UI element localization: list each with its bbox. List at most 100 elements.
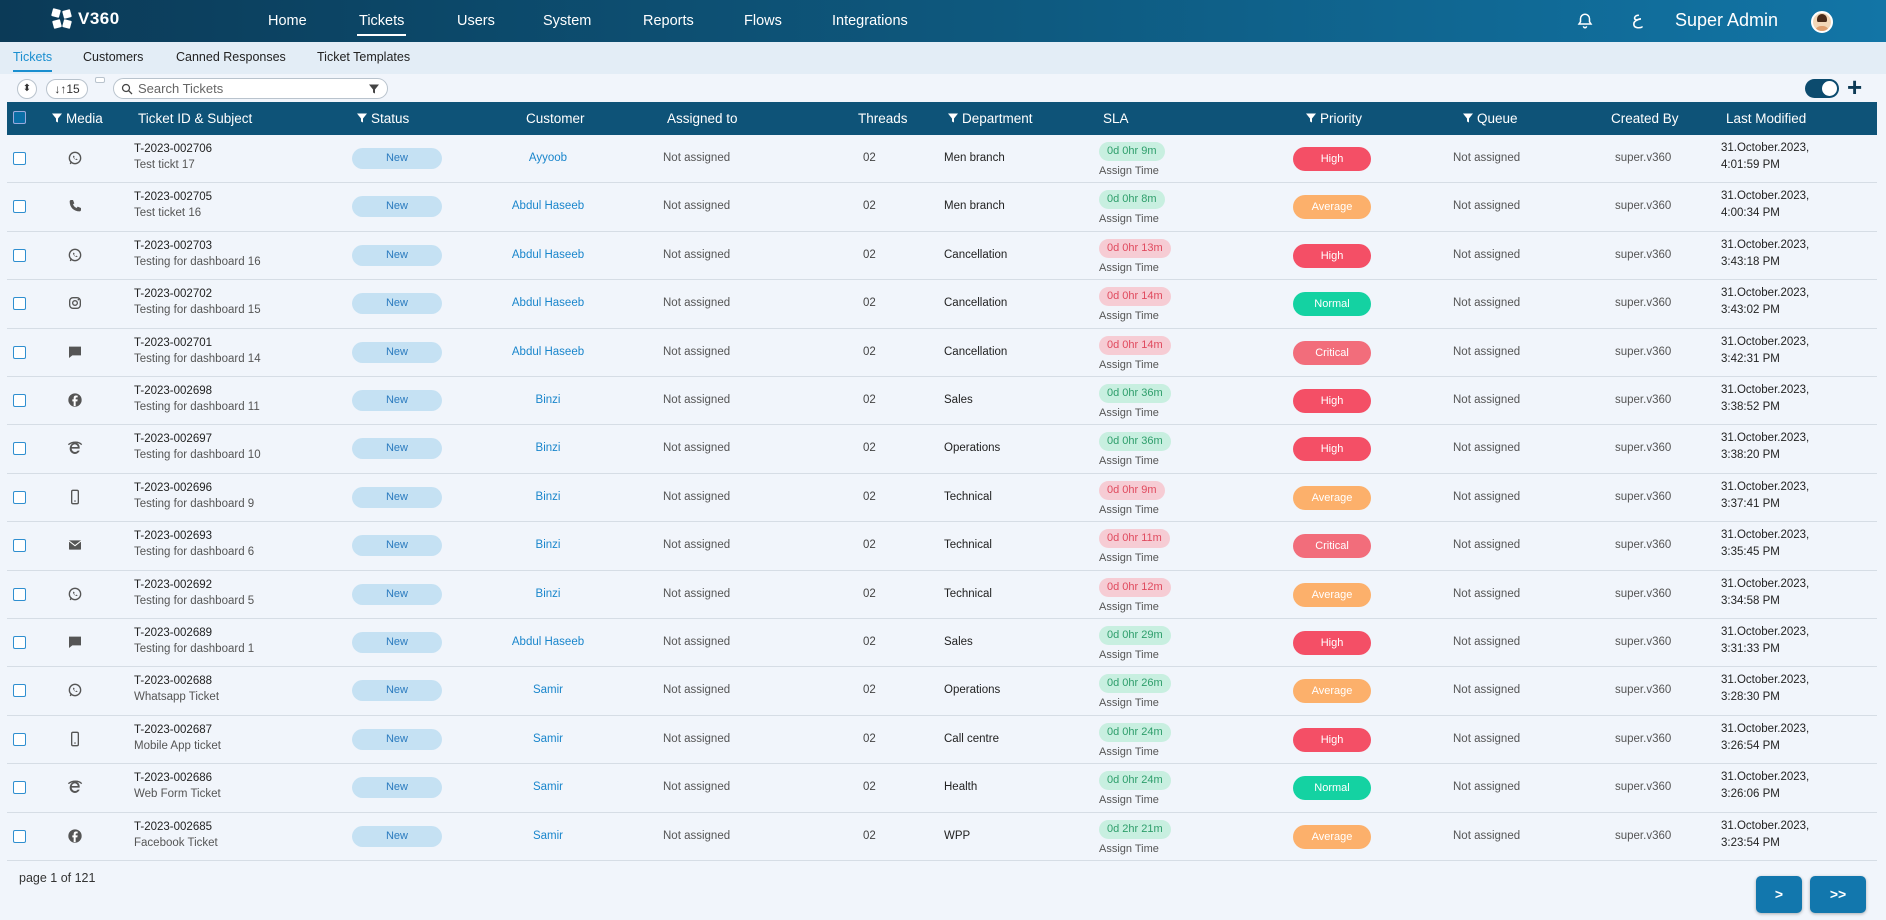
last-page-button[interactable]: >>: [1810, 876, 1866, 913]
language-switch[interactable]: ع: [1632, 8, 1643, 28]
table-row[interactable]: T-2023-002692 Testing for dashboard 5 New B…: [7, 571, 1877, 619]
customer-link[interactable]: Samir: [532, 781, 564, 794]
row-checkbox[interactable]: [13, 732, 26, 746]
avatar[interactable]: [1811, 11, 1833, 33]
tab-ticket-templates[interactable]: Ticket Templates: [317, 50, 411, 64]
row-checkbox[interactable]: [13, 345, 26, 359]
row-checkbox[interactable]: [13, 539, 26, 553]
col-priority[interactable]: Priority: [1305, 111, 1362, 126]
table-row[interactable]: T-2023-002697 Testing for dashboard 10 New…: [7, 425, 1877, 474]
row-checkbox[interactable]: [13, 829, 26, 843]
table-row[interactable]: T-2023-002705 Test ticket 16 New Abdul Hase…: [7, 183, 1877, 232]
next-page-button[interactable]: >: [1756, 876, 1802, 913]
bell-icon[interactable]: [1576, 12, 1594, 30]
col-media[interactable]: Media: [51, 111, 103, 126]
select-all-checkbox[interactable]: [13, 111, 26, 124]
customer-link[interactable]: Abdul Haseeb: [511, 345, 585, 358]
row-checkbox[interactable]: [13, 636, 26, 649]
table-row[interactable]: T-2023-002688 Whatsapp Ticket New Samir Not …: [7, 667, 1877, 716]
search-input[interactable]: [138, 80, 358, 97]
row-checkbox[interactable]: [13, 490, 26, 504]
col-queue[interactable]: Queue: [1462, 111, 1518, 126]
table-row[interactable]: T-2023-002703 Testing for dashboard 16 New…: [7, 232, 1877, 281]
table-row[interactable]: T-2023-002686 Web Form Ticket New Samir Not …: [7, 764, 1877, 813]
ticket-id[interactable]: T-2023-002706: [134, 143, 213, 155]
ticket-id[interactable]: T-2023-002686: [134, 772, 213, 785]
table-row[interactable]: T-2023-002689 Testing for dashboard 1 New A…: [7, 619, 1877, 668]
ticket-id[interactable]: T-2023-002688: [134, 675, 213, 688]
table-row[interactable]: T-2023-002701 Testing for dashboard 14 New…: [7, 329, 1877, 377]
customer-link[interactable]: Binzi: [535, 442, 561, 455]
customer-link[interactable]: Binzi: [535, 394, 561, 406]
customer-link[interactable]: Binzi: [535, 490, 561, 503]
table-row[interactable]: T-2023-002696 Testing for dashboard 9 New B…: [7, 474, 1877, 523]
ticket-id[interactable]: T-2023-002696: [134, 481, 213, 494]
page-size-button[interactable]: ↓↑15: [46, 79, 88, 99]
col-customer[interactable]: Customer: [526, 111, 585, 126]
col-threads[interactable]: Threads: [858, 111, 908, 126]
col-sla[interactable]: SLA: [1103, 111, 1129, 126]
customer-link[interactable]: Samir: [532, 829, 564, 842]
customer-link[interactable]: Abdul Haseeb: [511, 248, 585, 261]
customer-link[interactable]: Abdul Haseeb: [511, 297, 585, 310]
row-checkbox[interactable]: [13, 394, 26, 407]
ticket-id[interactable]: T-2023-002689: [134, 627, 213, 639]
ticket-id[interactable]: T-2023-002697: [134, 433, 213, 446]
filter-icon[interactable]: [368, 83, 380, 95]
row-checkbox[interactable]: [13, 684, 26, 698]
table-row[interactable]: T-2023-002702 Testing for dashboard 15 New…: [7, 280, 1877, 329]
customer-link[interactable]: Samir: [532, 684, 564, 697]
ticket-id[interactable]: T-2023-002693: [134, 530, 213, 543]
col-ticket[interactable]: Ticket ID & Subject: [138, 111, 253, 126]
tab-canned-responses[interactable]: Canned Responses: [176, 50, 286, 64]
add-ticket-button[interactable]: +: [1847, 72, 1863, 102]
nav-tickets[interactable]: Tickets: [356, 0, 407, 42]
col-department[interactable]: Department: [947, 111, 1033, 126]
nav-home[interactable]: Home: [268, 13, 307, 29]
ticket-id[interactable]: T-2023-002702: [134, 288, 213, 301]
column-toggle-button[interactable]: [95, 77, 105, 83]
tab-customers[interactable]: Customers: [83, 50, 144, 64]
col-assigned[interactable]: Assigned to: [667, 111, 738, 126]
user-name[interactable]: Super Admin: [1675, 10, 1779, 30]
row-checkbox[interactable]: [13, 442, 26, 456]
table-row[interactable]: T-2023-002693 Testing for dashboard 6 New B…: [7, 522, 1877, 571]
tab-tickets[interactable]: Tickets: [13, 50, 53, 72]
col-created-by[interactable]: Created By: [1611, 111, 1679, 126]
nav-users[interactable]: Users: [457, 13, 495, 29]
ticket-id[interactable]: T-2023-002703: [134, 239, 213, 252]
row-checkbox[interactable]: [13, 152, 26, 165]
ticket-id[interactable]: T-2023-002705: [134, 191, 213, 204]
col-status[interactable]: Status: [356, 111, 409, 126]
table-row[interactable]: T-2023-002687 Mobile App ticket New Samir No…: [7, 716, 1877, 765]
view-toggle[interactable]: [1805, 79, 1839, 98]
customer-link[interactable]: Ayyoob: [528, 152, 568, 164]
sort-button[interactable]: ⬍: [17, 79, 37, 99]
nav-flows[interactable]: Flows: [744, 13, 782, 29]
ticket-id[interactable]: T-2023-002698: [134, 385, 213, 397]
nav-system[interactable]: System: [543, 13, 592, 29]
table-row[interactable]: T-2023-002698 Testing for dashboard 11 New…: [7, 377, 1877, 426]
row-checkbox[interactable]: [13, 200, 26, 214]
table-row[interactable]: T-2023-002706 Test tickt 17 New Ayyoob Not a…: [7, 135, 1877, 184]
customer-link[interactable]: Abdul Haseeb: [511, 200, 585, 213]
customer-link[interactable]: Abdul Haseeb: [511, 636, 585, 648]
customer-link[interactable]: Binzi: [535, 587, 561, 600]
department: Cancellation: [944, 345, 1008, 358]
instagram-icon: [69, 297, 81, 310]
col-last-modified[interactable]: Last Modified: [1726, 111, 1807, 126]
app-logo[interactable]: V360: [51, 8, 120, 29]
customer-link[interactable]: Samir: [532, 732, 564, 745]
row-checkbox[interactable]: [13, 587, 26, 601]
row-checkbox[interactable]: [13, 248, 26, 262]
ticket-id[interactable]: T-2023-002692: [134, 578, 213, 591]
ticket-id[interactable]: T-2023-002687: [134, 723, 213, 736]
ticket-id[interactable]: T-2023-002685: [134, 820, 213, 833]
customer-link[interactable]: Binzi: [535, 539, 561, 552]
row-checkbox[interactable]: [13, 297, 26, 311]
ticket-id[interactable]: T-2023-002701: [134, 336, 213, 349]
nav-integrations[interactable]: Integrations: [832, 13, 908, 29]
nav-reports[interactable]: Reports: [643, 13, 694, 29]
row-checkbox[interactable]: [13, 781, 26, 795]
table-row[interactable]: T-2023-002685 Facebook Ticket New Samir Not …: [7, 813, 1877, 861]
